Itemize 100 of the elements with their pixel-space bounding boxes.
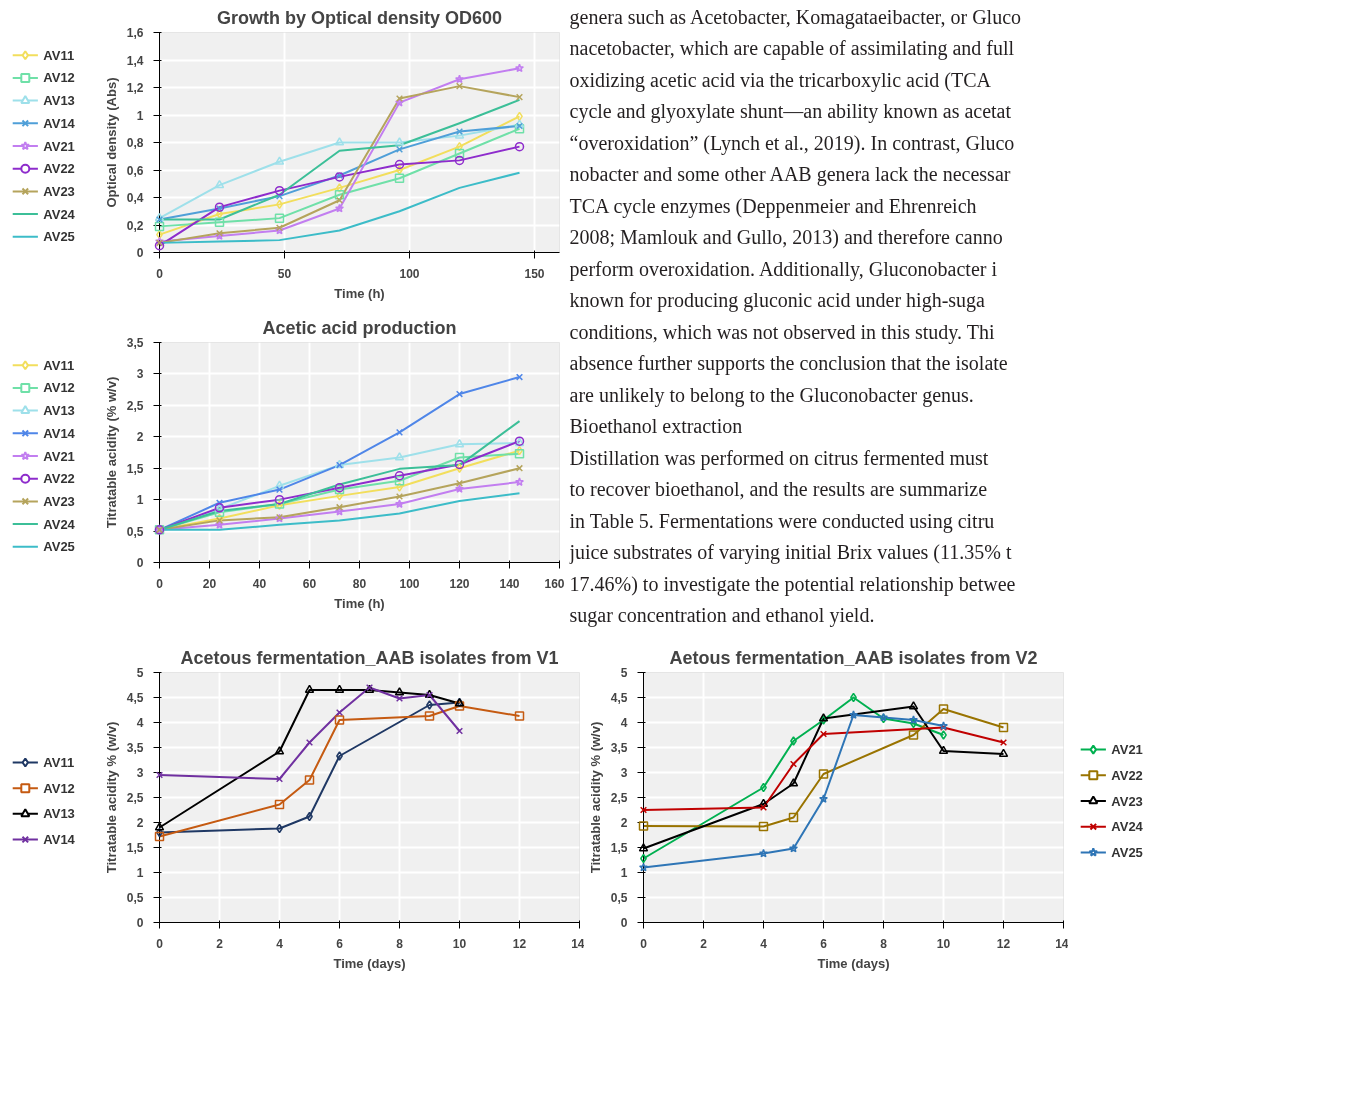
point (454, 74, 465, 84)
legend-label: AV25 (1111, 844, 1143, 860)
legend-label: AV23 (1111, 793, 1143, 809)
legend-label: AV24 (1111, 819, 1144, 835)
x-tick-label: 100 (399, 266, 420, 281)
y-tick-label: 0,8 (126, 136, 144, 150)
x-tick-label: 40 (252, 576, 267, 591)
text: in Table 5. Fermentations were conducted using citru (569, 509, 995, 533)
point (334, 684, 345, 694)
point (154, 221, 165, 232)
point (455, 727, 464, 735)
point (788, 812, 799, 823)
point (214, 179, 225, 189)
point (514, 449, 525, 459)
text: absence further supports the conclusion that the isolate (569, 352, 1008, 375)
x-axis-title: Time (h) (334, 595, 385, 611)
legend-label: AV22 (43, 161, 75, 177)
point (426, 700, 433, 710)
point (336, 491, 343, 501)
x-tick-label: 80 (352, 576, 367, 591)
y-tick-label: 1,6 (126, 26, 144, 40)
point (514, 711, 525, 721)
point (396, 165, 403, 175)
x-tick-label: 60 (302, 576, 317, 591)
point (395, 492, 404, 501)
y-tick-label: 0 (136, 556, 144, 570)
legend-label: AV22 (1111, 767, 1143, 783)
x-tick-label: 10 (936, 936, 951, 951)
x-tick-label: 120 (449, 576, 470, 591)
y-tick-label: 1 (136, 108, 144, 123)
point (788, 778, 799, 787)
point (938, 745, 949, 755)
point (908, 730, 919, 740)
y-tick-label: 3,5 (126, 741, 144, 755)
point (454, 459, 465, 470)
point (154, 240, 165, 251)
y-tick-label: 3,5 (610, 741, 628, 755)
point (998, 722, 1009, 733)
y-tick-label: 1,5 (610, 841, 628, 855)
point (335, 708, 344, 717)
point (304, 684, 315, 694)
legend-label: AV13 (43, 806, 75, 822)
point (334, 715, 345, 725)
x-tick-label: 10 (452, 936, 467, 951)
legend-label: AV12 (43, 380, 75, 396)
point (275, 775, 284, 783)
text: Bioethanol extraction (569, 415, 743, 437)
y-tick-label: 1 (136, 866, 144, 880)
point (514, 124, 525, 134)
y-tick-label: 3 (136, 766, 144, 780)
point (394, 452, 405, 461)
point (638, 821, 649, 831)
text: Distillation was performed on citrus fermented must (569, 446, 989, 470)
point (454, 148, 465, 159)
chart-title: Acetous fermentation_AAB isolates from V1 (180, 647, 559, 668)
text: juice substrates of varying initial Brix values (11.35% t (568, 541, 1012, 564)
point (908, 715, 919, 724)
x-tick-label: 8 (396, 936, 404, 951)
x-tick-label: 14 (1055, 936, 1069, 951)
point (454, 155, 465, 166)
y-tick-label: 1,2 (126, 81, 144, 95)
y-tick-label: 3 (136, 367, 144, 382)
legend-label: AV21 (43, 448, 75, 464)
point (214, 217, 225, 227)
point (395, 694, 404, 703)
y-axis-title: Optical density (Abs) (103, 77, 119, 208)
point (455, 82, 464, 90)
point (819, 730, 828, 738)
x-tick-label: 140 (499, 576, 520, 591)
point (155, 771, 164, 779)
point (638, 862, 649, 872)
point (454, 438, 465, 448)
point (790, 736, 797, 746)
y-tick-label: 2,5 (126, 398, 144, 413)
text: nobacter and some other AAB genera lack the necessar (569, 163, 1011, 186)
legend-label: AV23 (43, 183, 75, 199)
point (515, 373, 524, 381)
point (336, 751, 343, 761)
text: sugar concentration and ethanol yield. (569, 604, 875, 627)
point (394, 97, 405, 107)
chart-title: Growth by Optical density OD600 (216, 7, 503, 28)
x-tick-label: 2 (700, 936, 708, 951)
x-tick-label: 0 (156, 576, 164, 591)
point (305, 738, 314, 747)
legend-label: AV11 (43, 47, 75, 63)
y-tick-label: 4,5 (126, 691, 144, 705)
x-tick-label: 6 (820, 936, 828, 951)
point (216, 209, 223, 219)
point (998, 748, 1009, 758)
x-tick-label: 0 (640, 936, 648, 951)
point (940, 730, 947, 740)
legend-label: AV21 (1111, 742, 1143, 758)
y-tick-label: 5 (620, 666, 628, 680)
point (274, 156, 285, 165)
text: 17.46%) to investigate the potential relationship betwee (569, 572, 1016, 596)
point (334, 506, 345, 516)
text: known for producing gluconic acid under high-suga (569, 289, 986, 312)
x-axis-title: Time (h) (334, 285, 385, 301)
point (938, 704, 949, 714)
point (334, 137, 345, 146)
